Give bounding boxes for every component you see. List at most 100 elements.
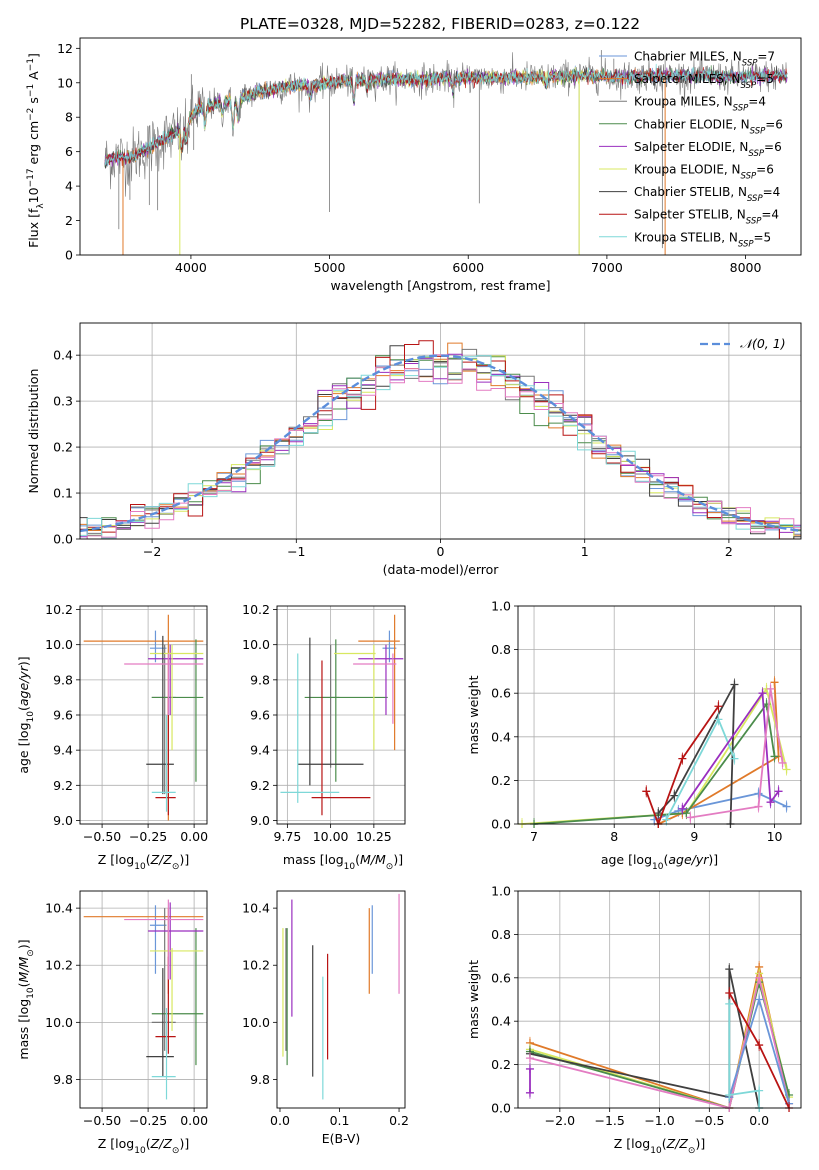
- x-tick-label: 10.00: [313, 829, 349, 844]
- label-part: (: [662, 1136, 667, 1151]
- weight-line: [533, 701, 776, 825]
- label-part: Z [log: [98, 852, 134, 867]
- legend-label: Chabrier ELODIE, N: [634, 117, 750, 131]
- label-part: 10: [26, 711, 36, 723]
- x-axis-label: age [log10(age/yr)]: [601, 852, 718, 872]
- y-tick-label: 8: [65, 110, 73, 125]
- label-part: age [log: [601, 852, 652, 867]
- axes-frame: [79, 37, 802, 256]
- label-part: )]: [16, 939, 31, 949]
- legend-sub: SSP: [741, 172, 757, 182]
- legend-entry: Kroupa STELIB, NSSP=5: [634, 230, 771, 249]
- label-part: M/M: [16, 956, 31, 982]
- y-tick-label: 2: [65, 213, 73, 228]
- error-bars: [282, 893, 400, 1100]
- x-tick-label: −1.5: [594, 1113, 624, 1128]
- x-axis-label: Z [log10(Z/Z⊙)]: [614, 1136, 705, 1156]
- legend-entry: Kroupa ELODIE, NSSP=6: [634, 163, 774, 182]
- legend-entry: Salpeter STELIB, NSSP=4: [634, 208, 779, 227]
- weight-line: [728, 1003, 760, 1108]
- x-axis-label: Z [log10(Z/Z⊙)]: [98, 1136, 189, 1156]
- label-part: mass [log: [16, 999, 31, 1060]
- legend-sub: SSP: [746, 217, 762, 227]
- spectrum-panel: 4000 5000 6000 7000 8000 0 2 4 6 8 10 12 wavelength …: [26, 37, 802, 293]
- x-tick-label: 8: [610, 829, 618, 844]
- legend-sub: SSP: [733, 104, 749, 114]
- x-tick-label: 6000: [452, 260, 484, 275]
- label-part: A: [26, 71, 41, 84]
- age-vs-metallicity-panel: −0.50 −0.25 0.00 9.0 9.2 9.4 9.6 9.8 10.0 10.2 Z […: [16, 602, 208, 872]
- label-part: (: [16, 706, 31, 711]
- x-tick-label: −2: [143, 544, 161, 559]
- legend-tail: =6: [765, 117, 783, 131]
- label-part: 10: [344, 862, 356, 872]
- label-part: ⊙: [172, 1146, 180, 1156]
- y-tick-label: 9.4: [53, 743, 73, 758]
- y-tick-label: 9.2: [250, 778, 270, 793]
- y-tick-label: 0.4: [491, 1014, 511, 1029]
- x-tick-label: 0.00: [180, 829, 208, 844]
- label-part: ]: [26, 53, 41, 58]
- label-part: λ: [36, 203, 46, 209]
- y-tick-label: 0.4: [491, 729, 511, 744]
- legend-label: Salpeter ELODIE, N: [634, 140, 748, 154]
- legend-entry: Salpeter ELODIE, NSSP=6: [634, 140, 782, 159]
- x-tick-label: 9: [690, 829, 698, 844]
- y-tick-label: 0.1: [53, 486, 73, 501]
- label-part: Z/Z: [150, 852, 173, 867]
- x-tick-label: 1: [581, 544, 589, 559]
- normal-curve: [80, 354, 799, 533]
- label-part: 10: [26, 187, 41, 203]
- label-part: −1: [26, 58, 36, 71]
- axes-frame: [79, 890, 208, 1109]
- y-axis-label: mass weight: [466, 960, 481, 1039]
- label-part: −1: [26, 84, 36, 97]
- x-tick-label: 0.0: [270, 1113, 290, 1128]
- label-part: (: [355, 852, 360, 867]
- y-tick-label: 10.2: [242, 602, 270, 617]
- legend-tail: =4: [748, 95, 766, 109]
- y-tick-label: 9.8: [250, 1072, 270, 1087]
- label-part: Z/Z: [666, 1136, 689, 1151]
- figure-title: PLATE=0328, MJD=52282, FIBERID=0283, z=0…: [240, 15, 640, 33]
- legend-entry: Kroupa MILES, NSSP=4: [634, 95, 766, 114]
- histogram-series: [80, 355, 801, 539]
- y-tick-label: 9.6: [250, 708, 270, 723]
- x-tick-label: −0.25: [129, 1113, 167, 1128]
- axes-frame: [517, 890, 802, 1109]
- label-part: −2: [26, 108, 36, 121]
- age-vs-mass-panel: 9.75 10.00 10.25 9.0 9.2 9.4 9.6 9.8 10.0 10.2 mas…: [242, 602, 406, 872]
- weight-line: [529, 977, 790, 1110]
- legend-entry: 𝒩(0, 1): [740, 336, 786, 351]
- legend-label: Kroupa ELODIE, N: [634, 163, 741, 177]
- y-tick-label: 10.2: [242, 958, 270, 973]
- legend-tail: =4: [763, 185, 781, 199]
- axes-frame: [276, 890, 406, 1109]
- x-tick-label: −1.0: [644, 1113, 674, 1128]
- y-tick-label: 9.6: [53, 708, 73, 723]
- axes-frame: [276, 605, 406, 825]
- y-axis-label: mass [log10(M/M⊙)]: [16, 939, 36, 1059]
- y-tick-label: 10.0: [242, 637, 270, 652]
- x-tick-label: −0.50: [83, 1113, 121, 1128]
- weight-line: [657, 684, 736, 825]
- mass-vs-metallicity-panel: −0.50 −0.25 0.009.810.010.210.4Z [log10(Z/…: [16, 890, 208, 1156]
- y-tick-label: 0.0: [491, 817, 511, 832]
- x-axis-label: Z [log10(Z/Z⊙)]: [98, 852, 189, 872]
- label-part: 10: [652, 862, 664, 872]
- label-part: )]: [393, 852, 403, 867]
- y-tick-label: 10.2: [45, 958, 73, 973]
- legend-label: Chabrier STELIB, N: [634, 185, 747, 199]
- y-tick-label: 9.8: [53, 1072, 73, 1087]
- x-tick-label: 7000: [591, 260, 623, 275]
- label-part: s: [26, 97, 41, 108]
- label-part: age/yr: [668, 852, 709, 867]
- label-part: )]: [179, 852, 189, 867]
- x-tick-label: 5000: [314, 260, 346, 275]
- error-bars: [280, 614, 404, 816]
- y-tick-label: 0: [65, 248, 73, 263]
- histogram-series: [80, 355, 801, 539]
- label-part: ⊙: [26, 949, 36, 957]
- legend-sub: SSP: [747, 194, 763, 204]
- axes-frame: [79, 322, 802, 540]
